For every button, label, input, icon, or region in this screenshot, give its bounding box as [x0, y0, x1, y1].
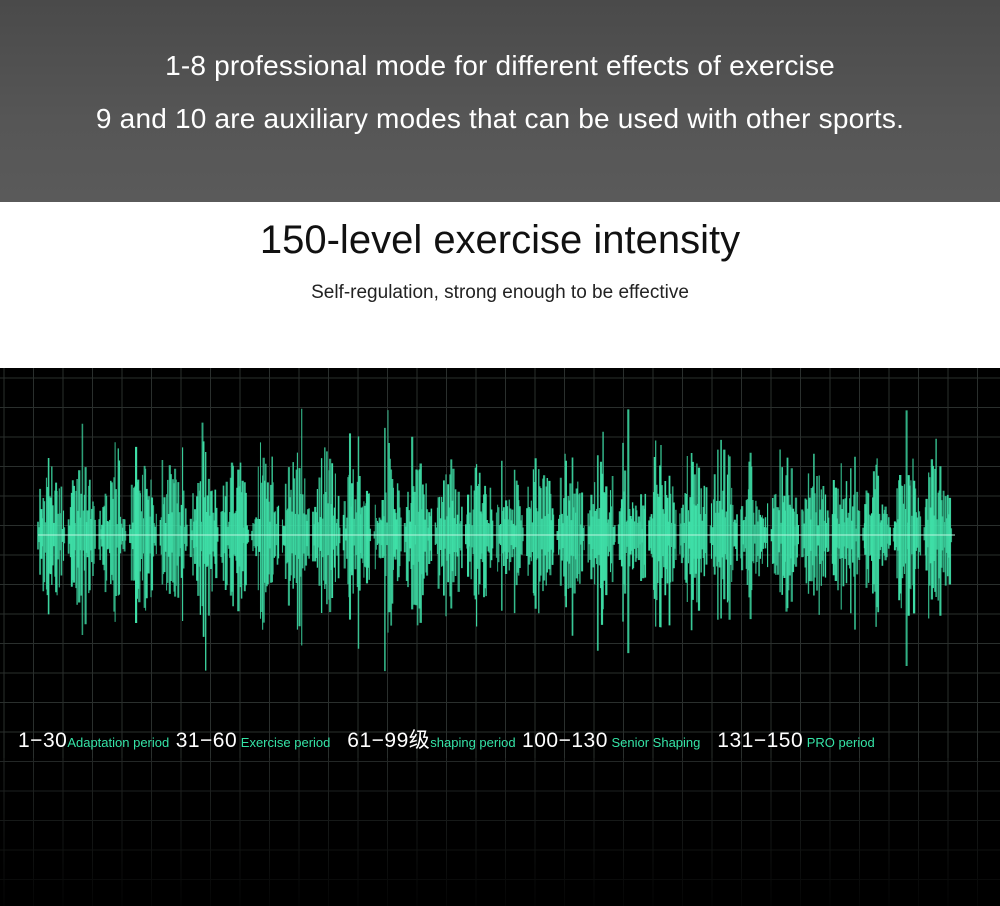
waveform-bars [37, 408, 955, 672]
banner-line-2: 9 and 10 are auxiliary modes that can be… [95, 103, 905, 134]
bottom-fade [0, 758, 1000, 906]
level-range: 31−60 [175, 729, 238, 752]
intensity-level-legend: 1−30Adaptation period 31−60 Exercise per… [18, 724, 993, 754]
level-range: 1−30 [18, 729, 68, 752]
level-2: 31−60 Exercise period [176, 729, 337, 752]
banner-line-1: 1-8 professional mode for different effe… [165, 50, 835, 81]
waveform-display: 1−30Adaptation period 31−60 Exercise per… [0, 368, 1000, 906]
intensity-title: 150-level exercise intensity [259, 218, 741, 262]
level-range: 100−130 [522, 729, 608, 752]
intensity-subtitle: Self-regulation, strong enough to be eff… [311, 282, 689, 303]
level-4: 100−130 Senior Shaping [522, 729, 707, 752]
level-range: 61−99级 [347, 729, 431, 752]
level-name: PRO period [803, 735, 875, 750]
level-1: 1−30Adaptation period [18, 729, 176, 752]
level-name: shaping period [430, 735, 516, 750]
level-5: 131−150 PRO period [713, 729, 877, 752]
level-3: 61−99级shaping period [343, 729, 522, 752]
level-name: Senior Shaping [607, 735, 701, 750]
intensity-header: 150-level exercise intensity Self-regula… [0, 202, 1000, 368]
level-name: Exercise period [237, 735, 331, 750]
top-banner: 1-8 professional mode for different effe… [0, 0, 1000, 202]
level-range: 131−150 [717, 729, 804, 752]
level-name: Adaptation period [67, 735, 170, 750]
